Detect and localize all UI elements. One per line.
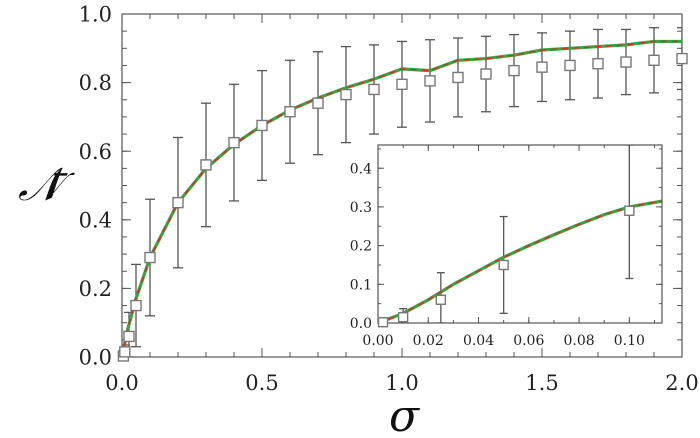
- inset-data-point: [624, 205, 635, 216]
- inset-frame: [377, 144, 663, 324]
- inset-x-tick-label: 0.06: [513, 333, 544, 349]
- inset-plot: 0.00 0.02 0.04 0.06 0.08 0.10 0.0 0.1 0.2 0.3 0.4: [350, 144, 663, 349]
- inset-data-point: [435, 294, 447, 305]
- inset-x-tick-label: 0.02: [413, 333, 444, 349]
- main-data-point: [396, 78, 408, 91]
- main-data-point: [368, 83, 380, 96]
- main-data-point: [508, 64, 520, 77]
- main-data-point: [676, 52, 688, 65]
- main-data-point: [284, 106, 296, 118]
- main-y-tick-label: 0.8: [79, 71, 112, 95]
- main-plot: 0.0 0.5 1.0 1.5 2.0 0.0 0.2 0.4 0.6 0.8 1.0: [79, 3, 699, 395]
- main-y-tick-label: 0.4: [79, 208, 112, 232]
- inset-dashed-red-curve: [378, 200, 662, 323]
- main-data-point: [620, 56, 632, 68]
- main-y-tick-label: 0.6: [79, 140, 112, 164]
- main-data-point: [480, 68, 492, 80]
- main-data-point: [119, 346, 131, 358]
- main-y-tick-label: 1.0: [79, 3, 112, 27]
- inset-data-point: [498, 259, 509, 271]
- main-x-tick-label: 1.0: [385, 371, 418, 395]
- inset-x-tick-label: 0.08: [563, 333, 594, 349]
- main-data-point: [144, 251, 156, 264]
- main-x-tick-label: 0.5: [245, 371, 278, 395]
- inset-background: [378, 145, 662, 323]
- main-data-point: [536, 61, 548, 73]
- inset-y-tick-label: 0.3: [350, 200, 372, 216]
- main-data-point: [228, 136, 240, 149]
- main-data-point: [424, 75, 436, 87]
- main-data-point: [312, 97, 324, 109]
- main-data-point: [564, 59, 576, 72]
- main-dashed-red-curve: [122, 40, 682, 357]
- inset-y-tick-label: 0.2: [350, 239, 372, 255]
- main-x-tick-label: 1.5: [525, 371, 558, 395]
- main-data-point: [340, 88, 352, 101]
- inset-y-tick-label: 0.4: [350, 161, 372, 177]
- inset-x-tick-label: 0.04: [463, 333, 494, 349]
- main-x-tick-label: 0.0: [105, 371, 138, 395]
- main-y-tick-label: 0.2: [79, 277, 112, 301]
- main-x-tick-label: 2.0: [665, 371, 698, 395]
- inset-x-tick-label: 0.10: [614, 333, 645, 349]
- main-y-tick-label: 0.0: [79, 346, 112, 370]
- main-data-point: [200, 159, 212, 171]
- inset-x-tick-label: 0.00: [362, 333, 393, 349]
- inset-data-point: [377, 317, 389, 328]
- inset-y-tick-label: 0.1: [350, 277, 372, 293]
- inset-data-point: [397, 311, 409, 323]
- main-data-point: [452, 71, 464, 84]
- main-data-point: [130, 299, 142, 312]
- main-data-point: [592, 58, 604, 70]
- main-data-point: [256, 119, 268, 132]
- y-axis-label: 𝒩̄: [18, 157, 75, 211]
- main-data-point: [172, 196, 184, 209]
- x-axis-label: σ: [389, 391, 421, 438]
- main-data-point: [648, 54, 660, 67]
- inset-y-tick-label: 0.0: [350, 316, 372, 332]
- main-data-point: [123, 330, 135, 343]
- main-error-bar: [677, 27, 682, 91]
